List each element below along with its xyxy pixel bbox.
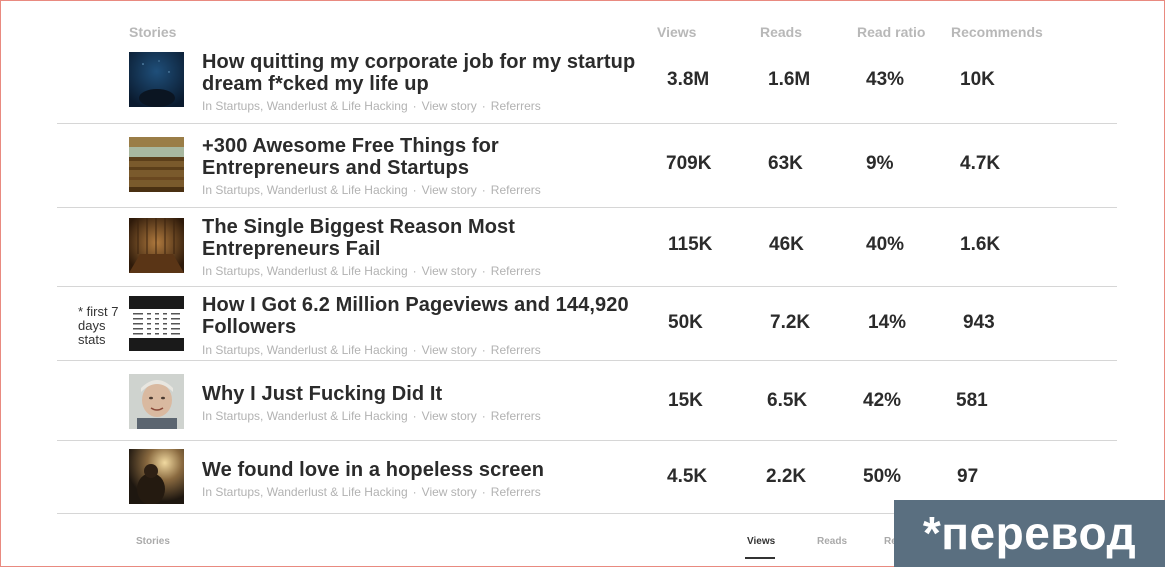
portrait-photo-icon[interactable] — [129, 374, 184, 429]
recommends-value: 943 — [963, 312, 995, 333]
wooden-room-photo-icon[interactable] — [129, 218, 184, 273]
referrers-link[interactable]: Referrers — [490, 409, 541, 423]
referrers-link[interactable]: Referrers — [490, 183, 541, 197]
reads-value: 1.6M — [768, 69, 811, 90]
reads-value: 2.2K — [766, 466, 807, 487]
read-ratio-value: 42% — [863, 390, 902, 411]
story-meta: In Startups, Wanderlust & Life Hacking · V… — [202, 264, 541, 278]
view-story-link[interactable]: View story — [421, 264, 477, 278]
story-meta: In Startups, Wanderlust & Life Hacking · V… — [202, 99, 541, 113]
meta-separator: · — [412, 485, 417, 499]
views-value: 15K — [668, 390, 703, 411]
reads-value: 46K — [769, 234, 804, 255]
referrers-link[interactable]: Referrers — [490, 343, 541, 357]
story-title[interactable]: How I Got 6.2 Million Pageviews and 144,… — [202, 294, 629, 338]
footer-tab-reads[interactable]: Reads — [817, 536, 848, 547]
active-tab-indicator — [745, 557, 775, 559]
meta-separator: · — [412, 99, 417, 113]
recommends-value: 1.6K — [960, 234, 1001, 255]
views-value: 115K — [668, 234, 713, 255]
footer-stories[interactable]: Stories — [136, 536, 170, 547]
reads-value: 7.2K — [770, 312, 811, 333]
wooden-board-photo-icon[interactable] — [129, 137, 184, 192]
read-ratio-value: 50% — [863, 466, 902, 487]
views-value: 4.5K — [667, 466, 708, 487]
header-reads[interactable]: Reads — [760, 24, 803, 40]
meta-separator: · — [412, 409, 417, 423]
referrers-link[interactable]: Referrers — [490, 485, 541, 499]
story-meta: In Startups, Wanderlust & Life Hacking · V… — [202, 343, 541, 357]
read-ratio-value: 40% — [866, 234, 905, 255]
story-title[interactable]: We found love in a hopeless screen — [202, 459, 545, 481]
row-divider — [57, 123, 1117, 124]
meta-separator: · — [412, 264, 417, 278]
recommends-value: 97 — [957, 466, 979, 487]
row-divider — [57, 286, 1117, 287]
story-title[interactable]: +300 Awesome Free Things for Entrepreneu… — [202, 135, 499, 179]
referrers-link[interactable]: Referrers — [490, 99, 541, 113]
views-value: 709K — [666, 153, 712, 174]
meta-separator: · — [481, 343, 486, 357]
row-divider — [57, 207, 1117, 208]
header-read-ratio[interactable]: Read ratio — [857, 24, 926, 40]
meta-separator: · — [481, 264, 486, 278]
publication-link[interactable]: In Startups, Wanderlust & Life Hacking — [202, 99, 408, 113]
story-title[interactable]: How quitting my corporate job for my sta… — [202, 51, 636, 95]
row-divider — [57, 360, 1117, 361]
stats-note: * first 7 days stats — [78, 304, 119, 347]
story-meta: In Startups, Wanderlust & Life Hacking · V… — [202, 409, 541, 423]
views-value: 50K — [668, 312, 703, 333]
header-recommends[interactable]: Recommends — [951, 24, 1043, 40]
view-story-link[interactable]: View story — [421, 99, 477, 113]
read-ratio-value: 9% — [866, 153, 894, 174]
meta-separator: · — [481, 99, 486, 113]
publication-link[interactable]: In Startups, Wanderlust & Life Hacking — [202, 409, 408, 423]
views-value: 3.8M — [667, 69, 710, 90]
meta-separator: · — [481, 183, 486, 197]
meta-separator: · — [412, 343, 417, 357]
translation-badge: *перевод — [894, 500, 1165, 567]
row-divider — [57, 513, 1117, 514]
meta-separator: · — [412, 183, 417, 197]
story-meta: In Startups, Wanderlust & Life Hacking · V… — [202, 183, 541, 197]
view-story-link[interactable]: View story — [421, 343, 477, 357]
story-meta: In Startups, Wanderlust & Life Hacking · V… — [202, 485, 541, 499]
view-story-link[interactable]: View story — [421, 485, 477, 499]
story-title[interactable]: Why I Just Fucking Did It — [202, 383, 443, 405]
header-stories[interactable]: Stories — [129, 24, 177, 40]
referrers-link[interactable]: Referrers — [490, 264, 541, 278]
publication-link[interactable]: In Startups, Wanderlust & Life Hacking — [202, 485, 408, 499]
header-views[interactable]: Views — [657, 24, 697, 40]
recommends-value: 10K — [960, 69, 995, 90]
read-ratio-value: 43% — [866, 69, 905, 90]
publication-link[interactable]: In Startups, Wanderlust & Life Hacking — [202, 343, 408, 357]
story-title[interactable]: The Single Biggest Reason Most Entrepren… — [202, 216, 516, 260]
sunset-photo-icon[interactable] — [129, 449, 184, 504]
read-ratio-value: 14% — [868, 312, 907, 333]
publication-link[interactable]: In Startups, Wanderlust & Life Hacking — [202, 264, 408, 278]
view-story-link[interactable]: View story — [421, 409, 477, 423]
recommends-value: 581 — [956, 390, 988, 411]
row-divider — [57, 440, 1117, 441]
footer-tab-views[interactable]: Views — [747, 536, 776, 547]
meta-separator: · — [481, 485, 486, 499]
view-story-link[interactable]: View story — [421, 183, 477, 197]
recommends-value: 4.7K — [960, 153, 1001, 174]
reads-value: 63K — [768, 153, 803, 174]
meta-separator: · — [481, 409, 486, 423]
stats-screenshot-icon[interactable] — [129, 296, 184, 351]
underwater-photo-icon[interactable] — [129, 52, 184, 107]
publication-link[interactable]: In Startups, Wanderlust & Life Hacking — [202, 183, 408, 197]
reads-value: 6.5K — [767, 390, 808, 411]
